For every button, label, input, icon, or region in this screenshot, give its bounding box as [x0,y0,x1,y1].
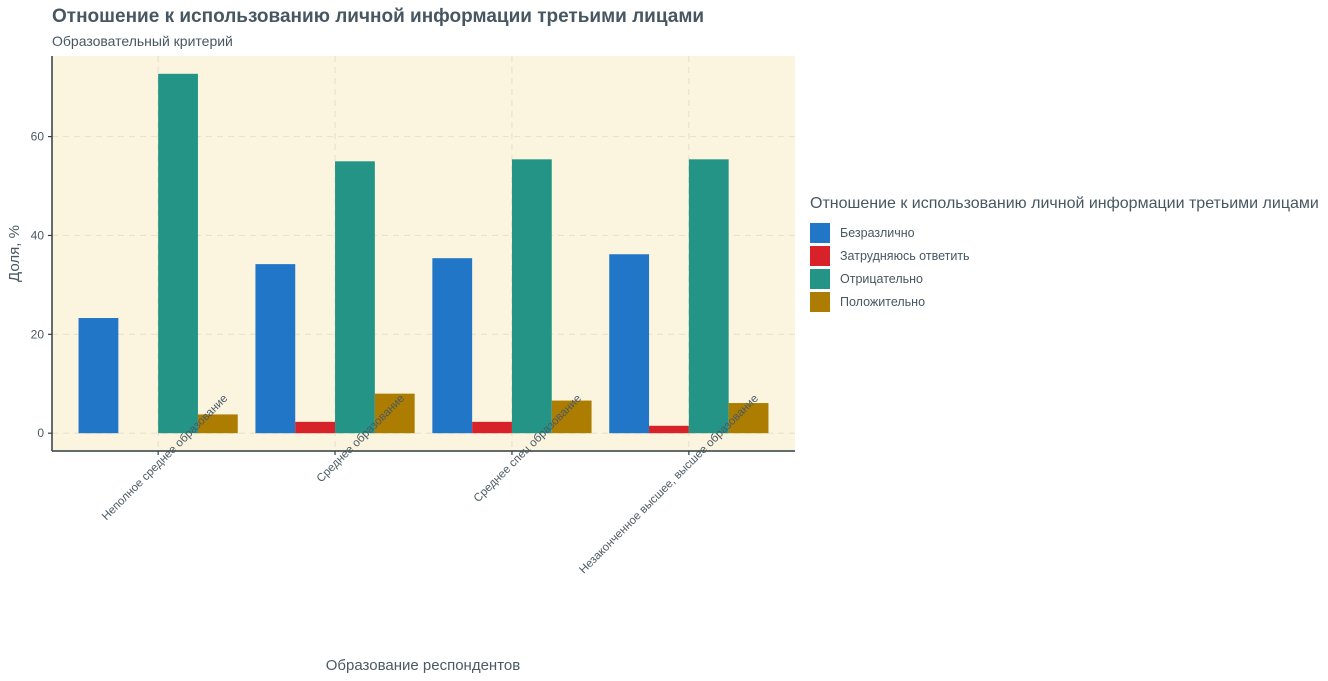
y-tick-label: 40 [31,228,45,242]
legend: Отношение к использованию личной информа… [810,195,1319,313]
bar [335,161,375,434]
legend-swatch [810,291,830,312]
legend-swatch [810,245,830,266]
bar [649,425,689,434]
legend-label: Положительно [840,294,926,309]
legend-swatch [810,268,830,289]
bar [78,318,119,434]
bar [158,73,198,434]
bar [432,258,473,434]
legend-item: Положительно [810,290,1319,313]
legend-item: Затрудняюсь ответить [810,244,1319,267]
legend-label: Отрицательно [840,271,924,286]
bar [688,159,729,434]
y-tick-label: 60 [31,130,45,144]
legend-item: Отрицательно [810,267,1319,290]
bar [295,421,336,434]
legend-title: Отношение к использованию личной информа… [810,195,1319,212]
y-tick-label: 0 [37,426,44,440]
legend-label: Затрудняюсь ответить [840,248,970,263]
bar [609,254,650,434]
bar [255,264,296,434]
legend-items: Безразлично Затрудняюсь ответить Отрицател… [810,221,1319,313]
legend-label: Безразлично [840,225,915,240]
chart-title: Отношение к использованию личной информа… [52,6,705,27]
bar [197,414,238,434]
bar [472,421,512,434]
bar [551,400,592,434]
chart-subtitle: Образовательный критерий [52,33,233,49]
x-axis-title: Образование респондентов [326,657,520,674]
bar [511,159,552,434]
y-tick-label: 20 [31,327,45,341]
legend-swatch [810,222,830,243]
legend-item: Безразлично [810,221,1319,244]
bar [728,403,769,434]
y-axis-title: Доля, % [6,225,23,282]
bar [374,393,415,434]
